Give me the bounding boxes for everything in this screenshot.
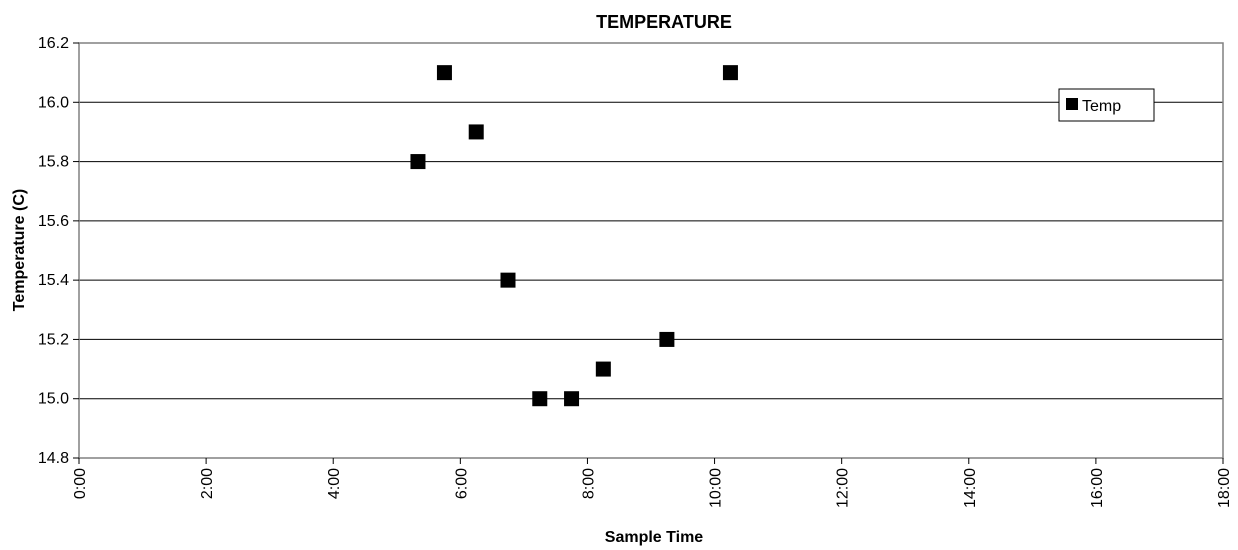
y-tick-label: 15.0 <box>38 391 69 408</box>
data-point <box>722 65 738 81</box>
x-tick-label: 12:00 <box>835 468 852 508</box>
temp-series <box>410 65 738 407</box>
x-axis-label: Sample Time <box>605 529 704 546</box>
y-tick-label: 15.8 <box>38 154 69 171</box>
y-tick-label: 15.4 <box>38 272 69 289</box>
data-point <box>436 65 452 81</box>
data-point <box>595 361 611 377</box>
data-point <box>532 391 548 407</box>
x-tick-label: 6:00 <box>453 468 470 499</box>
y-axis-ticks: 14.8 15.0 15.2 15.4 15.6 15.8 16.0 16.2 <box>38 35 79 467</box>
x-axis-ticks: 0:00 2:00 4:00 6:00 8:00 10:00 12:00 14:00 16:00… <box>72 458 1233 508</box>
y-axis-label: Temperature (C) <box>11 189 28 311</box>
x-tick-label: 4:00 <box>326 468 343 499</box>
x-tick-label: 10:00 <box>708 468 725 508</box>
y-tick-label: 14.8 <box>38 450 69 467</box>
x-tick-label: 0:00 <box>72 468 89 499</box>
y-tick-label: 15.2 <box>38 331 69 348</box>
y-tick-label: 16.0 <box>38 94 69 111</box>
x-tick-label: 18:00 <box>1216 468 1233 508</box>
x-tick-label: 16:00 <box>1089 468 1106 508</box>
plot-area-border <box>78 42 1224 459</box>
legend-label-temp: Temp <box>1082 98 1121 115</box>
y-tick-label: 15.6 <box>38 213 69 230</box>
x-tick-label: 8:00 <box>580 468 597 499</box>
chart-title: TEMPERATURE <box>596 12 732 32</box>
gridlines <box>79 101 1223 400</box>
y-tick-label: 16.2 <box>38 35 69 52</box>
legend: Temp <box>1058 88 1155 122</box>
legend-marker-temp <box>1066 98 1078 110</box>
data-point <box>468 124 484 140</box>
x-tick-label: 14:00 <box>962 468 979 508</box>
data-point <box>564 391 580 407</box>
data-point <box>500 272 516 288</box>
data-point <box>410 154 426 170</box>
data-point <box>659 331 675 347</box>
x-tick-label: 2:00 <box>199 468 216 499</box>
